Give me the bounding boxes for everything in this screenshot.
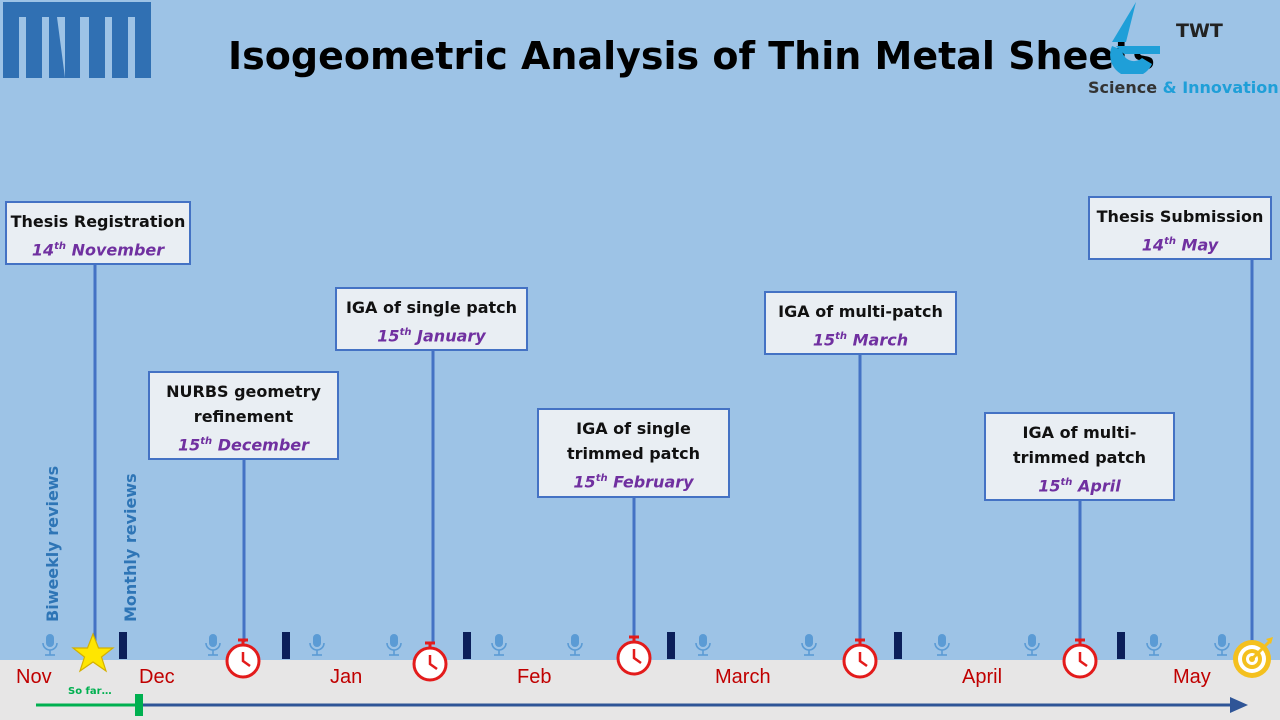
monthly-review-marker bbox=[119, 632, 127, 659]
stopwatch-icon bbox=[1062, 638, 1098, 679]
month-label: Feb bbox=[517, 666, 552, 688]
milestone-title-line2: refinement bbox=[193, 407, 294, 426]
milestone-thesis-submission: Thesis Submission 14th May bbox=[1088, 196, 1272, 260]
microphone-icon bbox=[1146, 634, 1162, 656]
twt-tagline-b: Innovation bbox=[1182, 78, 1279, 97]
month-label: March bbox=[715, 666, 771, 688]
milestone-title: Thesis Submission bbox=[1096, 207, 1264, 226]
star-icon bbox=[71, 632, 115, 673]
twt-emblem-icon bbox=[1110, 2, 1160, 74]
milestone-date: 15th December bbox=[177, 435, 310, 455]
milestone-title-line2: trimmed patch bbox=[1012, 448, 1146, 467]
monthly-review-marker bbox=[463, 632, 471, 659]
monthly-review-marker bbox=[894, 632, 902, 659]
stopwatch-icon bbox=[842, 638, 878, 679]
month-label: May bbox=[1173, 666, 1211, 688]
milestone-title: NURBS geometry bbox=[166, 382, 321, 401]
microphone-icon bbox=[1214, 634, 1230, 656]
milestone-iga-single-trimmed: IGA of single trimmed patch 15th Februar… bbox=[537, 408, 730, 498]
milestone-nurbs-refinement: NURBS geometry refinement 15th December bbox=[148, 371, 339, 460]
milestone-thesis-registration: Thesis Registration 14th November bbox=[5, 201, 191, 265]
milestone-title: IGA of single patch bbox=[345, 298, 518, 317]
microphone-icon bbox=[801, 634, 817, 656]
milestone-iga-single-patch: IGA of single patch 15th January bbox=[335, 287, 528, 351]
twt-name: TWT bbox=[1176, 20, 1223, 42]
milestone-iga-multi-trimmed: IGA of multi- trimmed patch 15th April bbox=[984, 412, 1175, 501]
progress-marker bbox=[135, 694, 143, 716]
timeline-arrowhead bbox=[1230, 697, 1248, 713]
milestone-iga-multi-patch: IGA of multi-patch 15th March bbox=[764, 291, 957, 355]
microphone-icon bbox=[205, 634, 221, 656]
monthly-review-marker bbox=[667, 632, 675, 659]
microphone-icon bbox=[695, 634, 711, 656]
stopwatch-icon bbox=[225, 638, 261, 679]
progress-label: So far… bbox=[68, 686, 112, 697]
stopwatch-icon bbox=[616, 635, 652, 676]
microphone-icon bbox=[386, 634, 402, 656]
microphone-icon bbox=[491, 634, 507, 656]
page-title: Isogeometric Analysis of Thin Metal Shee… bbox=[228, 34, 1155, 78]
target-icon bbox=[1233, 637, 1273, 678]
milestone-title-line2: trimmed patch bbox=[566, 444, 700, 463]
milestone-title: IGA of multi- bbox=[1022, 423, 1137, 442]
milestone-date: 15th January bbox=[377, 326, 486, 346]
monthly-review-marker bbox=[282, 632, 290, 659]
month-label: Nov bbox=[16, 666, 52, 688]
milestone-title: IGA of single bbox=[576, 419, 691, 438]
microphone-icon bbox=[309, 634, 325, 656]
twt-tagline: Science & Innovation bbox=[1088, 78, 1279, 97]
milestone-title: Thesis Registration bbox=[10, 212, 186, 231]
microphone-icon bbox=[1024, 634, 1040, 656]
milestone-date: 14th May bbox=[1141, 235, 1219, 255]
milestone-date: 15th February bbox=[573, 472, 694, 492]
microphone-icon bbox=[934, 634, 950, 656]
monthly-review-marker bbox=[1117, 632, 1125, 659]
twt-logo: TWT Science & Innovation bbox=[1088, 2, 1279, 102]
tum-logo bbox=[3, 2, 151, 78]
stopwatch-icon bbox=[412, 641, 448, 682]
microphone-icon bbox=[567, 634, 583, 656]
milestone-date: 15th April bbox=[1038, 476, 1121, 496]
monthly-reviews-label: Monthly reviews bbox=[121, 473, 140, 622]
milestone-date: 14th November bbox=[31, 240, 165, 260]
milestone-date: 15th March bbox=[812, 330, 909, 350]
biweekly-reviews-label: Biweekly reviews bbox=[43, 465, 62, 622]
twt-tagline-a: Science bbox=[1088, 78, 1158, 97]
microphone-icon bbox=[42, 634, 58, 656]
milestone-title: IGA of multi-patch bbox=[778, 302, 943, 321]
month-label: Dec bbox=[139, 666, 175, 688]
month-label: Jan bbox=[330, 666, 363, 688]
twt-tagline-amp: & bbox=[1162, 78, 1177, 97]
month-label: April bbox=[962, 666, 1003, 688]
